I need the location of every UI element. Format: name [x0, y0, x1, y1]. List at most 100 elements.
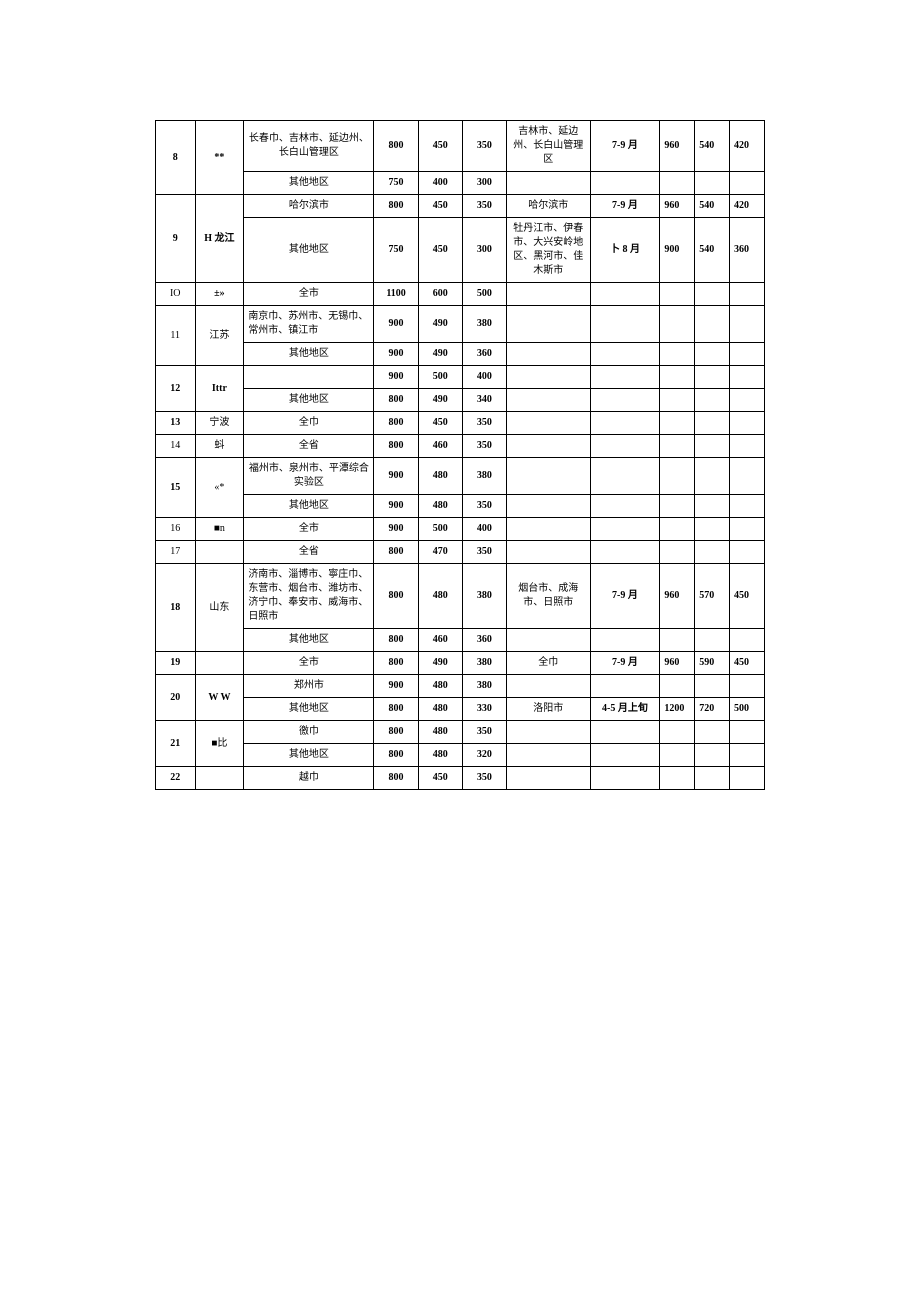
row-index: 8: [156, 121, 196, 195]
value-cell: 420: [730, 121, 765, 172]
table-row: 其他地区800460360: [156, 629, 765, 652]
value-cell: 400: [462, 518, 506, 541]
table-row: 21■比徼巾800480350: [156, 721, 765, 744]
value-cell: 540: [695, 218, 730, 283]
area-cell: 其他地区: [244, 343, 374, 366]
value-cell: 480: [418, 458, 462, 495]
value-cell: 960: [660, 652, 695, 675]
area-cell: 越巾: [244, 767, 374, 790]
table-row: 15«*福州市、泉州市、平潭综合实验区900480380: [156, 458, 765, 495]
value-cell: 460: [418, 629, 462, 652]
area-cell: 全市: [244, 652, 374, 675]
value-cell: 960: [660, 564, 695, 629]
row-index: 14: [156, 435, 196, 458]
value-cell: 960: [660, 195, 695, 218]
value-cell: [730, 767, 765, 790]
area-cell: 南京巾、苏州市、无锡巾、常州市、镇江市: [244, 306, 374, 343]
table-row: 其他地区750400300: [156, 172, 765, 195]
value-cell: 720: [695, 698, 730, 721]
area-cell: 全市: [244, 283, 374, 306]
value-cell: 800: [374, 698, 418, 721]
value-cell: [660, 767, 695, 790]
province-cell: [195, 541, 244, 564]
table-row: 其他地区800480330洛阳市4-5 月上旬1200720500: [156, 698, 765, 721]
area2-cell: [506, 435, 590, 458]
value-cell: 350: [462, 435, 506, 458]
value-cell: 470: [418, 541, 462, 564]
area-cell: 其他地区: [244, 389, 374, 412]
value-cell: [660, 343, 695, 366]
value-cell: [660, 306, 695, 343]
province-cell: ■n: [195, 518, 244, 541]
value-cell: [695, 541, 730, 564]
value-cell: 450: [730, 564, 765, 629]
table-row: 18山东济南市、淄博市、寧庄巾、东营市、烟台市、潍坊市、济宁巾、奉安市、威海市、…: [156, 564, 765, 629]
row-index: 20: [156, 675, 196, 721]
value-cell: [695, 518, 730, 541]
value-cell: [730, 343, 765, 366]
area2-cell: [506, 744, 590, 767]
row-index: 15: [156, 458, 196, 518]
value-cell: [695, 343, 730, 366]
value-cell: 450: [730, 652, 765, 675]
table-row: 8**长春巾、吉林市、延边州、长白山管理区800450350吉林市、延边州、长白…: [156, 121, 765, 172]
value-cell: 450: [418, 218, 462, 283]
month-cell: 卜 8 月: [590, 218, 660, 283]
value-cell: 800: [374, 195, 418, 218]
month-cell: 7-9 月: [590, 121, 660, 172]
area-cell: 长春巾、吉林市、延边州、长白山管理区: [244, 121, 374, 172]
table-row: 11江苏南京巾、苏州市、无锡巾、常州市、镇江市900490380: [156, 306, 765, 343]
value-cell: 330: [462, 698, 506, 721]
area-cell: 福州市、泉州市、平潭综合实验区: [244, 458, 374, 495]
province-cell: W W: [195, 675, 244, 721]
table-row: 13宁波全巾800450350: [156, 412, 765, 435]
value-cell: [730, 306, 765, 343]
table-row: 19全市800490380全巾7-9 月960590450: [156, 652, 765, 675]
province-cell: H 龙江: [195, 195, 244, 283]
value-cell: 800: [374, 121, 418, 172]
value-cell: 490: [418, 306, 462, 343]
area-cell: 全省: [244, 435, 374, 458]
month-cell: [590, 458, 660, 495]
row-index: 17: [156, 541, 196, 564]
month-cell: [590, 675, 660, 698]
area2-cell: [506, 629, 590, 652]
value-cell: 300: [462, 172, 506, 195]
month-cell: 7-9 月: [590, 195, 660, 218]
area-cell: 全市: [244, 518, 374, 541]
table-row: 其他地区800480320: [156, 744, 765, 767]
month-cell: [590, 629, 660, 652]
value-cell: [660, 458, 695, 495]
value-cell: [695, 744, 730, 767]
value-cell: [730, 458, 765, 495]
value-cell: [730, 389, 765, 412]
value-cell: 500: [462, 283, 506, 306]
value-cell: 350: [462, 721, 506, 744]
value-cell: 490: [418, 389, 462, 412]
allowance-table: 8**长春巾、吉林市、延边州、长白山管理区800450350吉林市、延边州、长白…: [155, 120, 765, 790]
value-cell: 800: [374, 767, 418, 790]
area2-cell: [506, 389, 590, 412]
value-cell: 600: [418, 283, 462, 306]
month-cell: [590, 541, 660, 564]
value-cell: 300: [462, 218, 506, 283]
row-index: IO: [156, 283, 196, 306]
value-cell: [730, 366, 765, 389]
area2-cell: [506, 721, 590, 744]
value-cell: 480: [418, 675, 462, 698]
value-cell: [730, 744, 765, 767]
province-cell: ±»: [195, 283, 244, 306]
value-cell: [730, 721, 765, 744]
value-cell: 540: [695, 121, 730, 172]
value-cell: [660, 412, 695, 435]
value-cell: [660, 541, 695, 564]
province-cell: ■比: [195, 721, 244, 767]
row-index: 18: [156, 564, 196, 652]
value-cell: 360: [730, 218, 765, 283]
value-cell: 590: [695, 652, 730, 675]
table-row: 22越巾800450350: [156, 767, 765, 790]
area-cell: 徼巾: [244, 721, 374, 744]
province-cell: «*: [195, 458, 244, 518]
table-row: 14蚪全省800460350: [156, 435, 765, 458]
row-index: 19: [156, 652, 196, 675]
